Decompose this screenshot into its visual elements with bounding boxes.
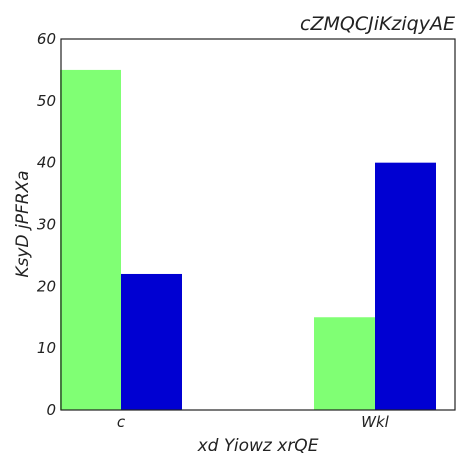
x-tick-label: Wkl [361, 413, 390, 431]
y-tick-label: 60 [37, 30, 56, 48]
y-tick-label: 10 [37, 339, 56, 357]
x-axis-ticks: c Wkl [117, 413, 390, 431]
x-tick-label: c [117, 413, 126, 431]
y-axis-label: KsyD jPFRXa [13, 170, 33, 277]
plot-frame [60, 38, 456, 411]
y-tick-label: 30 [37, 216, 56, 234]
bar-wkl-series-2 [375, 162, 436, 410]
chart-title: cZMQCJiKziqyAE [300, 13, 455, 35]
y-tick-label: 40 [37, 154, 56, 172]
x-axis-label: xd Yiowz xrQE [197, 436, 319, 456]
y-tick-label: 50 [37, 92, 56, 110]
y-tick-label: 20 [37, 277, 56, 295]
bar-wkl-series-1 [314, 317, 375, 410]
bars-layer [60, 69, 436, 411]
bar-c-series-2 [121, 273, 182, 410]
bar-c-series-1 [60, 69, 121, 411]
y-axis-ticks: 0 10 20 30 40 50 60 [37, 30, 56, 419]
y-tick-label: 0 [46, 401, 56, 419]
